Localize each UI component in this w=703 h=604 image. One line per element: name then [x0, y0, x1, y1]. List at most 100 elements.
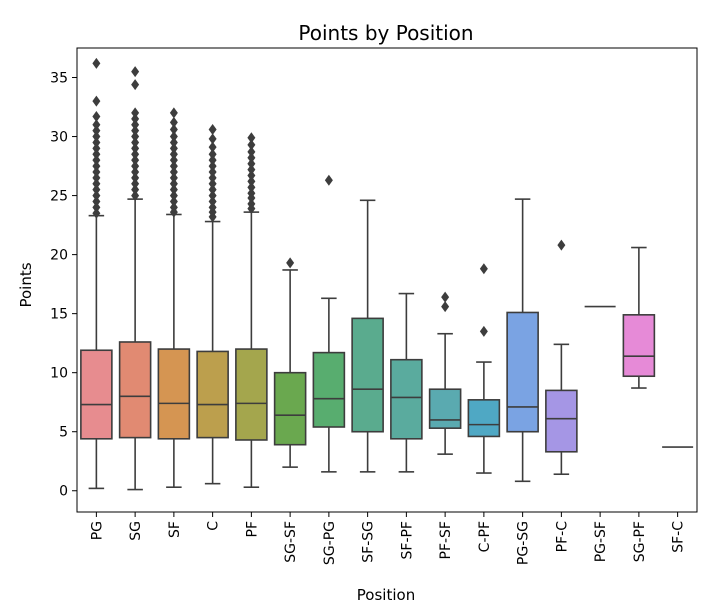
outlier-point [169, 148, 178, 160]
outlier-point [169, 116, 178, 128]
outlier-point [208, 172, 217, 184]
outlier-point [131, 154, 140, 166]
outlier-point [92, 110, 101, 122]
y-tick-label: 0 [59, 484, 68, 500]
x-tick-label: PF-C [554, 521, 570, 553]
chart-title: Points by Position [298, 21, 473, 45]
outlier-point [92, 160, 101, 172]
y-tick-label: 15 [50, 307, 68, 323]
outlier-point [208, 178, 217, 190]
y-tick-label: 30 [50, 130, 68, 146]
outlier-point [208, 133, 217, 145]
outlier-point [131, 166, 140, 178]
x-tick-label: SF-SG [361, 521, 377, 563]
outlier-point [557, 239, 566, 251]
outlier-point [208, 141, 217, 153]
outlier-point [479, 325, 488, 337]
x-tick-label: PG [89, 521, 105, 540]
box-iqr [118, 341, 152, 439]
outlier-point [92, 125, 101, 137]
outlier-point [247, 175, 256, 187]
box-iqr [506, 311, 539, 433]
outlier-point [169, 201, 178, 213]
outlier-point [131, 160, 140, 172]
outlier-point [92, 131, 101, 143]
outlier-point [169, 123, 178, 135]
box-iqr [157, 348, 191, 440]
outlier-point [169, 184, 178, 196]
outlier-point [479, 263, 488, 275]
outlier-point [92, 190, 101, 202]
x-tick-label: PG-SG [516, 521, 532, 565]
outlier-point [131, 178, 140, 190]
x-tick-label: SF [167, 521, 183, 538]
y-tick-label: 25 [50, 189, 68, 205]
outlier-point [131, 148, 140, 160]
outlier-point [131, 119, 140, 131]
box-iqr [235, 348, 268, 441]
plot-area: 0 5 10 15 20 25 30 35 PG SG SF C PF SG-SF SG-PG SF-SG SF… [50, 47, 698, 565]
outlier-point [169, 166, 178, 178]
outlier-point [131, 172, 140, 184]
outlier-point [131, 136, 140, 148]
x-tick-label: SF-C [671, 521, 687, 553]
plot-frame [76, 47, 698, 513]
outlier-point [92, 142, 101, 154]
outlier-point [131, 79, 140, 91]
x-tick-label: SG-SF [283, 521, 299, 563]
x-tick-label: PF [244, 521, 260, 538]
outlier-point [169, 190, 178, 202]
outlier-point [208, 148, 217, 160]
outlier-point [247, 158, 256, 170]
box-iqr [196, 350, 229, 439]
outlier-point [169, 136, 178, 148]
outlier-point [131, 113, 140, 125]
outlier-point [92, 172, 101, 184]
outlier-point [247, 132, 256, 144]
x-tick-label: PF-SF [438, 521, 454, 560]
box-iqr [312, 351, 346, 428]
box-iqr [622, 314, 656, 378]
x-tick-label: C-PF [477, 521, 493, 552]
y-tick-label: 10 [50, 366, 68, 382]
outlier-point [92, 119, 101, 131]
x-tick-label: PG-SF [593, 521, 609, 562]
outlier-point [131, 190, 140, 202]
outlier-point [92, 207, 101, 219]
y-tick-label: 5 [59, 425, 68, 441]
outlier-point [247, 152, 256, 164]
outlier-point [286, 257, 295, 269]
box-iqr [273, 371, 307, 446]
outlier-point [208, 166, 217, 178]
outlier-point [92, 95, 101, 107]
outlier-point [92, 201, 101, 213]
outlier-point [208, 160, 217, 172]
outlier-point [169, 178, 178, 190]
box-iqr [467, 399, 501, 438]
box-iqr [428, 388, 462, 429]
outlier-point [169, 172, 178, 184]
x-tick-label: C [206, 521, 222, 531]
x-tick-label: SG-PF [632, 521, 648, 562]
x-axis-label: Position [357, 586, 415, 604]
outlier-point [441, 301, 450, 313]
y-tick-label: 35 [50, 71, 68, 87]
outlier-point [247, 198, 256, 210]
outlier-point [169, 154, 178, 166]
outlier-point [208, 184, 217, 196]
outlier-point [169, 107, 178, 119]
outlier-point [92, 154, 101, 166]
outlier-point [131, 184, 140, 196]
y-axis-label: Points [17, 262, 35, 307]
x-tick-label: SG-PG [322, 521, 338, 565]
outlier-point [92, 184, 101, 196]
outlier-point [208, 190, 217, 202]
outlier-point [131, 107, 140, 119]
outlier-point [247, 146, 256, 158]
outlier-point [324, 174, 333, 186]
outlier-point [169, 131, 178, 143]
box-iqr [80, 349, 113, 440]
outlier-point [441, 291, 450, 303]
outlier-point [169, 160, 178, 172]
outlier-point [247, 181, 256, 193]
